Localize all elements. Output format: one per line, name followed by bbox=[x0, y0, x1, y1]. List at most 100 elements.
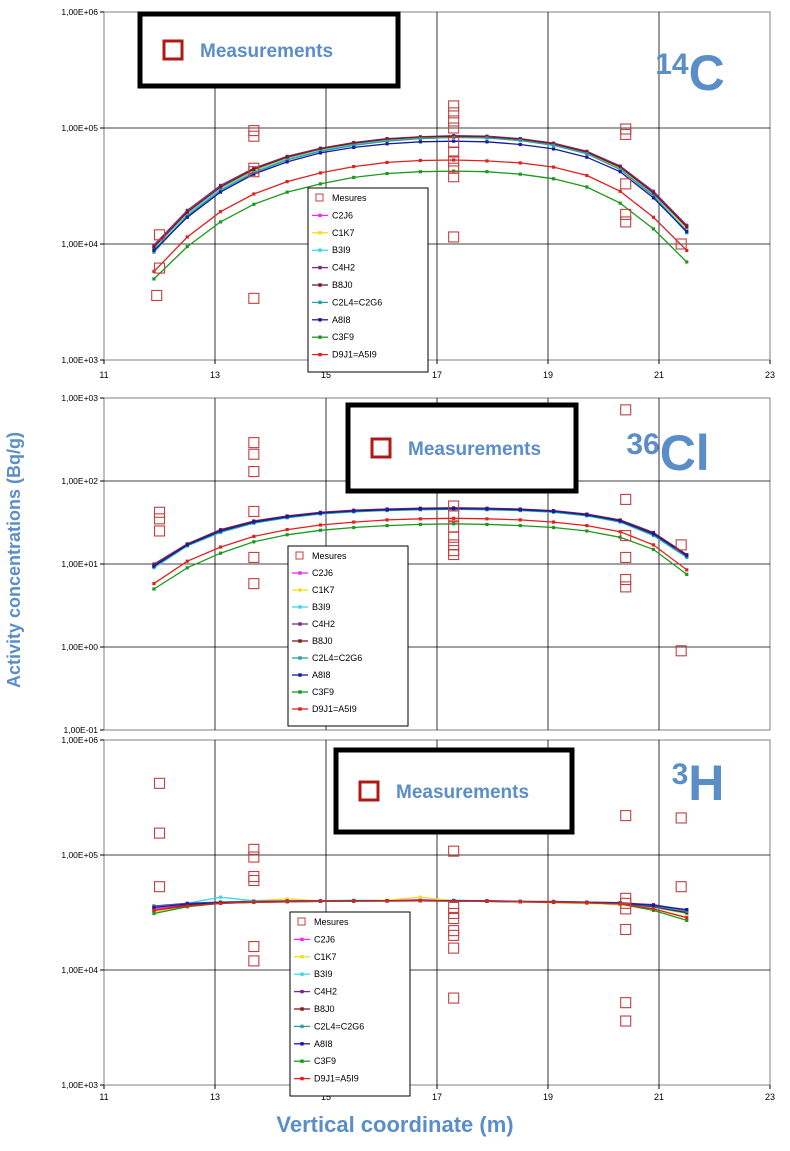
legend-label: A8I8 bbox=[314, 1039, 333, 1049]
measurement-point bbox=[620, 923, 632, 936]
series-point-C3F9 bbox=[385, 171, 389, 176]
measurement-point bbox=[153, 513, 166, 525]
legend-box bbox=[307, 187, 429, 373]
series-point-A8I8 bbox=[252, 520, 256, 524]
series-point-C1K7 bbox=[685, 227, 689, 231]
series-point-C3F9 bbox=[152, 911, 156, 916]
series-point-D9J1=A5I9 bbox=[585, 524, 589, 528]
y-tick-label: 1,00E+03 bbox=[61, 355, 98, 365]
legend-marker-C4H2 bbox=[298, 622, 302, 626]
legend-label: Mesures bbox=[312, 551, 347, 561]
callout-marker bbox=[162, 39, 184, 61]
series-point-D9J1=A5I9 bbox=[318, 899, 323, 903]
legend-label: C1K7 bbox=[332, 228, 355, 238]
series-point-D9J1=A5I9 bbox=[318, 523, 323, 527]
series-point-A8I8 bbox=[585, 513, 589, 517]
legend-box bbox=[289, 911, 411, 1097]
legend-marker-B3I9 bbox=[318, 248, 322, 252]
series-point-A8I8 bbox=[385, 508, 389, 512]
legend: Mesures C2J6 C1K7 B3I9 C4H2 B8J0 C2L4=C2G6 A8I8… bbox=[307, 187, 429, 373]
measurement-point bbox=[675, 812, 687, 824]
series-point-A8I8 bbox=[685, 229, 689, 234]
legend-marker-measure bbox=[315, 193, 324, 202]
callout-marker bbox=[370, 437, 392, 459]
series-point-D9J1=A5I9 bbox=[318, 171, 323, 175]
series-point-D9J1=A5I9 bbox=[352, 164, 356, 169]
measurement-point bbox=[620, 903, 632, 915]
series-point-C4H2 bbox=[185, 208, 189, 212]
legend-label: B8J0 bbox=[332, 280, 353, 290]
series-point-C2L4=C2G6 bbox=[318, 149, 323, 153]
legend-label: Mesures bbox=[332, 193, 367, 203]
y-tick-label: 1,00E+01 bbox=[61, 559, 98, 569]
measurement-point bbox=[153, 506, 166, 518]
legend-label: D9J1=A5I9 bbox=[332, 350, 377, 360]
measurement-point bbox=[448, 107, 460, 119]
legend-label: C2J6 bbox=[332, 210, 353, 220]
series-point-B8J0 bbox=[585, 150, 589, 154]
y-tick-label: 1,00E+03 bbox=[61, 393, 98, 403]
series-point-D9J1=A5I9 bbox=[285, 527, 289, 532]
legend-marker-C2J6 bbox=[298, 571, 302, 575]
series-point-D9J1=A5I9 bbox=[185, 235, 189, 239]
series-point-C3F9 bbox=[218, 220, 223, 224]
series-point-B8J0 bbox=[618, 165, 622, 169]
x-tick-label: 11 bbox=[99, 1092, 108, 1102]
y-tick-label: 1,00E+04 bbox=[61, 965, 98, 975]
series-point-C2L4=C2G6 bbox=[352, 143, 356, 147]
legend-label: D9J1=A5I9 bbox=[312, 704, 357, 714]
series-point-C3F9 bbox=[452, 522, 456, 526]
series-point-C3F9 bbox=[651, 547, 656, 551]
measurement-point bbox=[620, 216, 632, 228]
series-point-D9J1=A5I9 bbox=[518, 161, 522, 165]
measurement-point bbox=[448, 901, 460, 913]
series-point-A8I8 bbox=[651, 532, 656, 536]
series-point-D9J1=A5I9 bbox=[385, 518, 389, 522]
x-tick-label: 13 bbox=[210, 370, 220, 380]
series-point-C3F9 bbox=[218, 551, 223, 555]
legend-label: A8I8 bbox=[332, 315, 351, 325]
legend-label: C3F9 bbox=[314, 1056, 336, 1066]
series-point-C3F9 bbox=[318, 528, 323, 532]
measurement-point bbox=[248, 843, 260, 855]
series-point-C3F9 bbox=[618, 201, 622, 205]
series-point-B8J0 bbox=[285, 155, 289, 159]
series-point-A8I8 bbox=[318, 511, 323, 515]
series-point-A8I8 bbox=[285, 515, 289, 519]
series-point-D9J1=A5I9 bbox=[452, 899, 456, 903]
measurement-point bbox=[620, 1015, 632, 1027]
series-point-A8I8 bbox=[418, 140, 422, 144]
series-point-D9J1=A5I9 bbox=[218, 901, 223, 905]
series-point-C3F9 bbox=[585, 529, 589, 533]
isotope-label: 36Cl bbox=[626, 425, 709, 481]
series-point-D9J1=A5I9 bbox=[252, 192, 256, 196]
series-point-A8I8 bbox=[651, 196, 656, 200]
series-point-C4H2 bbox=[651, 189, 656, 193]
legend-label: C1K7 bbox=[312, 585, 335, 595]
legend-marker-C2L4=C2G6 bbox=[318, 300, 322, 305]
y-tick-label: 1,00E-01 bbox=[64, 725, 99, 735]
series-point-A8I8 bbox=[285, 160, 289, 164]
series-point-A8I8 bbox=[318, 151, 323, 155]
legend: Mesures C2J6 C1K7 B3I9 C4H2 B8J0 C2L4=C2G6 A8I8… bbox=[287, 545, 409, 727]
x-tick-label: 13 bbox=[210, 1092, 220, 1102]
series-point-D9J1=A5I9 bbox=[185, 904, 189, 908]
series-point-A8I8 bbox=[518, 142, 522, 147]
series-point-A8I8 bbox=[585, 155, 589, 159]
series-point-D9J1=A5I9 bbox=[218, 210, 223, 214]
series-point-B3I9 bbox=[218, 187, 223, 191]
series-point-C3F9 bbox=[185, 566, 189, 570]
series-point-C3F9 bbox=[285, 190, 289, 194]
measurement-point bbox=[620, 128, 632, 140]
x-tick-label: 15 bbox=[321, 1092, 331, 1102]
measurement-point bbox=[448, 146, 460, 158]
legend-label: B3I9 bbox=[312, 602, 331, 612]
legend-marker-C4H2 bbox=[300, 989, 304, 994]
legend-marker-measure bbox=[295, 551, 304, 560]
legend-label: C1K7 bbox=[314, 952, 337, 962]
series-point-B8J0 bbox=[218, 185, 223, 189]
series-point-A8I8 bbox=[618, 170, 622, 174]
series-point-B8J0 bbox=[385, 137, 389, 141]
measurement-point bbox=[448, 100, 460, 112]
